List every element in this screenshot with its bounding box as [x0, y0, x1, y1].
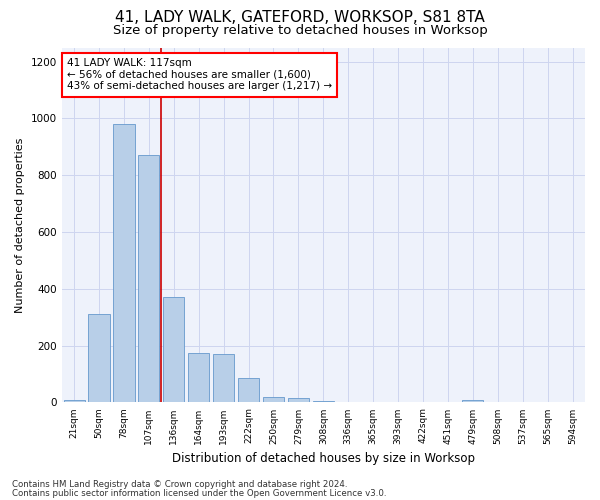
- Bar: [88, 314, 110, 402]
- Bar: [163, 298, 184, 403]
- Y-axis label: Number of detached properties: Number of detached properties: [15, 138, 25, 312]
- Text: Contains public sector information licensed under the Open Government Licence v3: Contains public sector information licen…: [12, 488, 386, 498]
- Bar: [64, 400, 85, 402]
- Text: Contains HM Land Registry data © Crown copyright and database right 2024.: Contains HM Land Registry data © Crown c…: [12, 480, 347, 489]
- Bar: [263, 397, 284, 402]
- X-axis label: Distribution of detached houses by size in Worksop: Distribution of detached houses by size …: [172, 452, 475, 465]
- Text: Size of property relative to detached houses in Worksop: Size of property relative to detached ho…: [113, 24, 487, 37]
- Bar: [213, 354, 234, 403]
- Text: 41 LADY WALK: 117sqm
← 56% of detached houses are smaller (1,600)
43% of semi-de: 41 LADY WALK: 117sqm ← 56% of detached h…: [67, 58, 332, 92]
- Bar: [238, 378, 259, 402]
- Bar: [138, 156, 160, 402]
- Bar: [462, 400, 484, 402]
- Bar: [313, 401, 334, 402]
- Text: 41, LADY WALK, GATEFORD, WORKSOP, S81 8TA: 41, LADY WALK, GATEFORD, WORKSOP, S81 8T…: [115, 10, 485, 25]
- Bar: [113, 124, 134, 402]
- Bar: [188, 352, 209, 403]
- Bar: [288, 398, 309, 402]
